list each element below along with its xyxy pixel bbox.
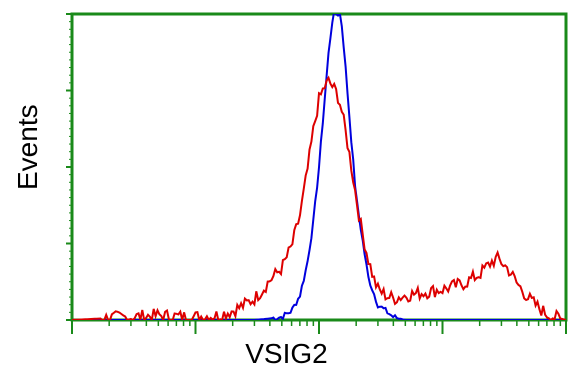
y-axis-label: Events: [12, 104, 43, 190]
sample-histogram-line: [72, 75, 566, 320]
axis-ticks: [66, 13, 567, 334]
x-axis-label: VSIG2: [245, 338, 328, 369]
series-layer: [72, 14, 566, 320]
control-histogram-line: [72, 14, 566, 320]
